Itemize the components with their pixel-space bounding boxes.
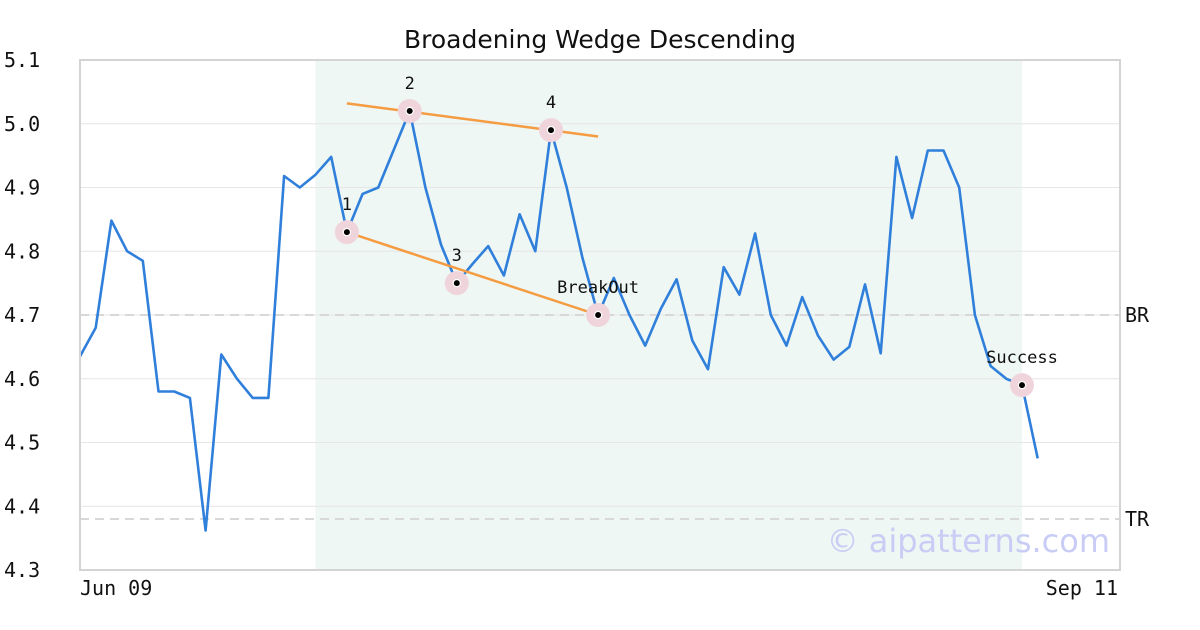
chart-title: Broadening Wedge Descending: [404, 25, 796, 54]
reference-lines: BR TR: [80, 303, 1150, 531]
reference-label-tr: TR: [1125, 507, 1150, 531]
y-tick-label: 4.7: [4, 303, 40, 327]
y-tick-label: 5.1: [4, 48, 40, 72]
pattern-point-label: BreakOut: [557, 278, 639, 298]
pattern-point-marker: [452, 278, 461, 288]
y-tick-label: 5.0: [4, 112, 40, 136]
pattern-point-label: 3: [452, 246, 462, 266]
pattern-point-label: 1: [342, 195, 352, 215]
lower-trendline: [346, 230, 599, 317]
axes: 4.3 4.4 4.5 4.6 4.7 4.8 4.9 5.0 5.1 Jun 09 Sep 11: [4, 48, 1118, 600]
reference-label-br: BR: [1125, 303, 1150, 327]
x-tick-label: Sep 11: [1046, 576, 1118, 600]
y-tick-label: 4.5: [4, 431, 40, 455]
pattern-point-marker: [405, 106, 414, 116]
pattern-point-marker: [342, 227, 352, 237]
pattern-point-label: 4: [546, 93, 556, 113]
y-tick-label: 4.9: [4, 176, 40, 200]
plot-frame: [79, 59, 1121, 571]
pattern-point-marker: [1017, 380, 1027, 390]
pattern-point-label: 2: [405, 74, 415, 94]
price-line: [78, 109, 1039, 532]
pattern-point-marker: [593, 310, 603, 320]
y-tick-label: 4.8: [4, 239, 40, 263]
pattern-point-label: Success: [986, 348, 1058, 368]
watermark: © aipatterns.com: [827, 522, 1110, 560]
y-tick-label: 4.6: [4, 367, 40, 391]
price-series: [78, 109, 1039, 532]
y-tick-label: 4.3: [4, 558, 40, 582]
pattern-points: 1 2 3 4 BreakOut Success: [334, 74, 1058, 398]
pattern-point-marker: [546, 125, 556, 135]
x-tick-label: Jun 09: [80, 576, 152, 600]
y-tick-label: 4.4: [4, 494, 40, 518]
